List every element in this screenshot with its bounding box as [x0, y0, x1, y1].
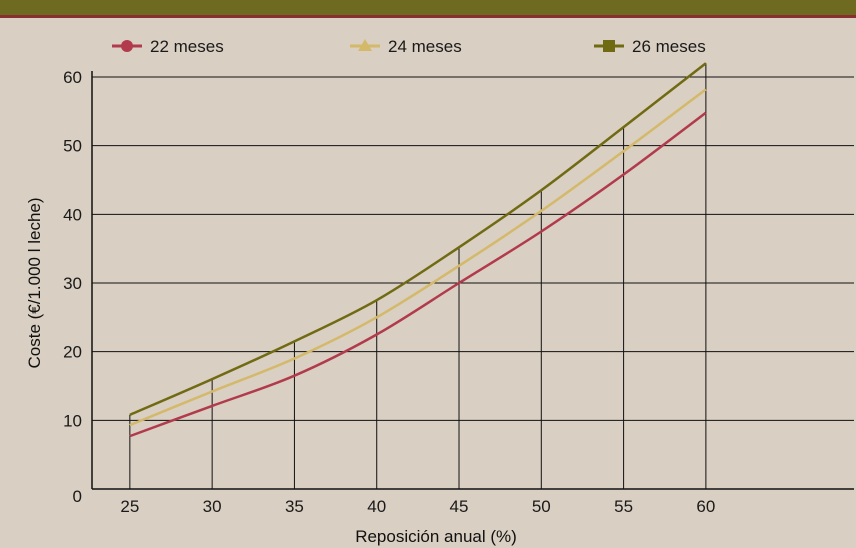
- x-tick-40: 40: [367, 497, 386, 516]
- header-band: [0, 0, 856, 15]
- series-line-2: [129, 88, 707, 427]
- y-tick-20: 20: [63, 343, 82, 362]
- series-line-1: [129, 111, 707, 438]
- y-tick-0: 0: [73, 487, 82, 506]
- series-line-3: [129, 62, 707, 416]
- legend-label-1: 22 meses: [150, 37, 224, 56]
- grid: [92, 76, 854, 421]
- x-tick-35: 35: [285, 497, 304, 516]
- x-tick-60: 60: [696, 497, 715, 516]
- legend-marker-triangle: [358, 39, 372, 51]
- y-tick-30: 30: [63, 274, 82, 293]
- legend-label-3: 26 meses: [632, 37, 706, 56]
- y-axis-title: Coste (€/1.000 l leche): [25, 197, 44, 368]
- x-tick-labels: 25 30 35 40 45 50 55 60: [120, 497, 715, 516]
- legend: 22 meses 24 meses 26 meses: [112, 37, 706, 56]
- y-tick-60: 60: [63, 68, 82, 87]
- drop-lines: [129, 63, 707, 489]
- header-band-line: [0, 15, 856, 18]
- x-tick-55: 55: [614, 497, 633, 516]
- y-tick-50: 50: [63, 137, 82, 156]
- x-axis-title: Reposición anual (%): [355, 527, 517, 546]
- axes: [91, 71, 854, 490]
- x-tick-25: 25: [120, 497, 139, 516]
- legend-label-2: 24 meses: [388, 37, 462, 56]
- x-tick-50: 50: [532, 497, 551, 516]
- legend-marker-square: [603, 40, 615, 52]
- y-tick-10: 10: [63, 411, 82, 430]
- y-tick-labels: 0 10 20 30 40 50 60: [63, 68, 82, 506]
- y-tick-40: 40: [63, 205, 82, 224]
- x-tick-45: 45: [450, 497, 469, 516]
- legend-marker-circle: [121, 40, 133, 52]
- x-tick-30: 30: [203, 497, 222, 516]
- series-lines: [129, 62, 707, 438]
